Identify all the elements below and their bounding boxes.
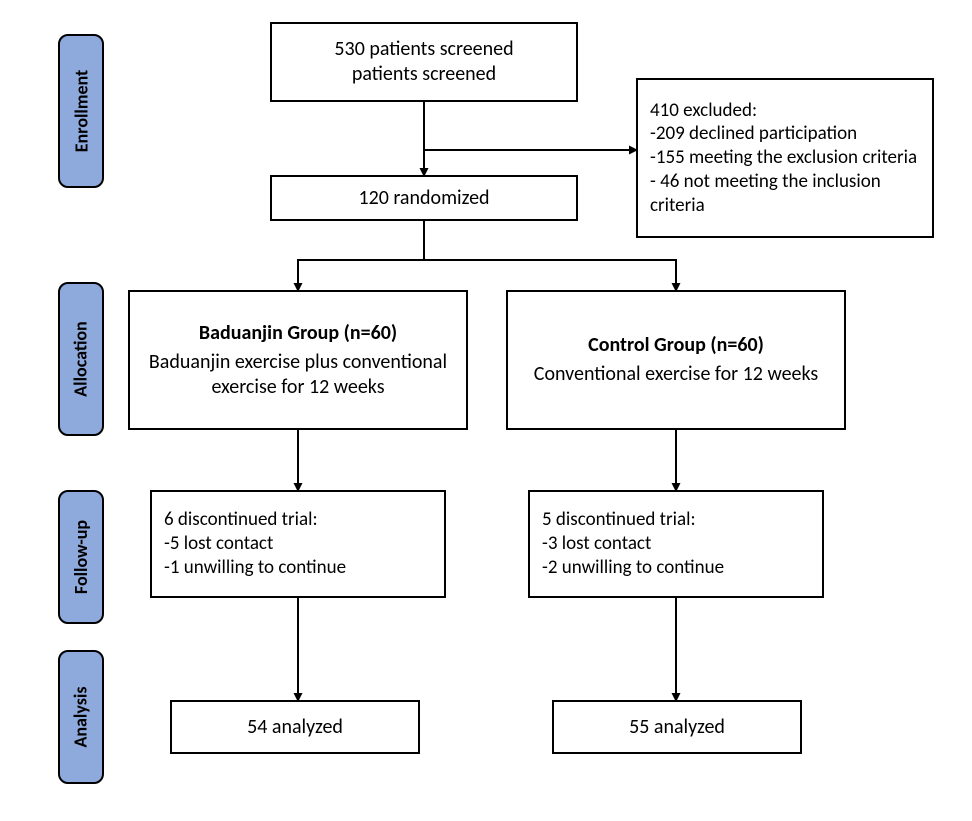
- node-line: -1 unwilling to continue: [164, 556, 346, 580]
- edge-2: [298, 221, 424, 290]
- node-ctrl_disc: 5 discontinued trial:-3 lost contact-2 u…: [528, 490, 824, 598]
- phase-label-text: Allocation: [70, 321, 92, 396]
- node-line: Conventional exercise for 12 weeks: [534, 362, 818, 387]
- node-line: patients screened: [352, 62, 496, 87]
- node-control: Control Group (n=60) Conventional exercis…: [506, 290, 846, 430]
- node-line: -2 unwilling to continue: [542, 556, 724, 580]
- node-bdj_disc: 6 discontinued trial:-5 lost contact-1 u…: [150, 490, 446, 598]
- node-title: Control Group (n=60): [588, 333, 764, 358]
- phase-label-text: Follow-up: [70, 520, 92, 594]
- node-line: 55 analyzed: [629, 715, 725, 740]
- flowchart-canvas: Enrollment Allocation Follow-up Analysis 530…: [0, 0, 972, 821]
- node-bdj_an: 54 analyzed: [170, 700, 420, 754]
- phase-label-enrollment: Enrollment: [58, 34, 104, 188]
- node-line: 5 discontinued trial:: [542, 508, 696, 532]
- node-screened: 530 patients screenedpatients screened: [270, 22, 578, 102]
- node-baduanjin: Baduanjin Group (n=60) Baduanjin exercise…: [128, 290, 468, 430]
- node-line: 410 excluded:: [650, 99, 757, 123]
- phase-label-allocation: Allocation: [58, 282, 104, 436]
- node-line: - 46 not meeting the inclusion criteria: [650, 170, 920, 218]
- node-ctrl_an: 55 analyzed: [552, 700, 802, 754]
- node-excluded: 410 excluded:-209 declined participation…: [636, 78, 934, 238]
- phase-label-text: Enrollment: [70, 70, 92, 153]
- node-line: -209 declined participation: [650, 122, 857, 146]
- node-line: 530 patients screened: [334, 37, 513, 62]
- node-line: 6 discontinued trial:: [164, 508, 318, 532]
- node-line: 54 analyzed: [247, 715, 343, 740]
- node-line: -3 lost contact: [542, 532, 651, 556]
- node-line: -5 lost contact: [164, 532, 273, 556]
- node-randomized: 120 randomized: [270, 175, 578, 221]
- phase-label-follow-up: Follow-up: [58, 490, 104, 624]
- node-line: 120 randomized: [358, 186, 489, 211]
- phase-label-analysis: Analysis: [58, 650, 104, 784]
- node-line: Baduanjin exercise plus conventional exe…: [142, 350, 454, 400]
- node-title: Baduanjin Group (n=60): [199, 321, 397, 346]
- phase-label-text: Analysis: [70, 686, 92, 747]
- node-line: -155 meeting the exclusion criteria: [650, 146, 917, 170]
